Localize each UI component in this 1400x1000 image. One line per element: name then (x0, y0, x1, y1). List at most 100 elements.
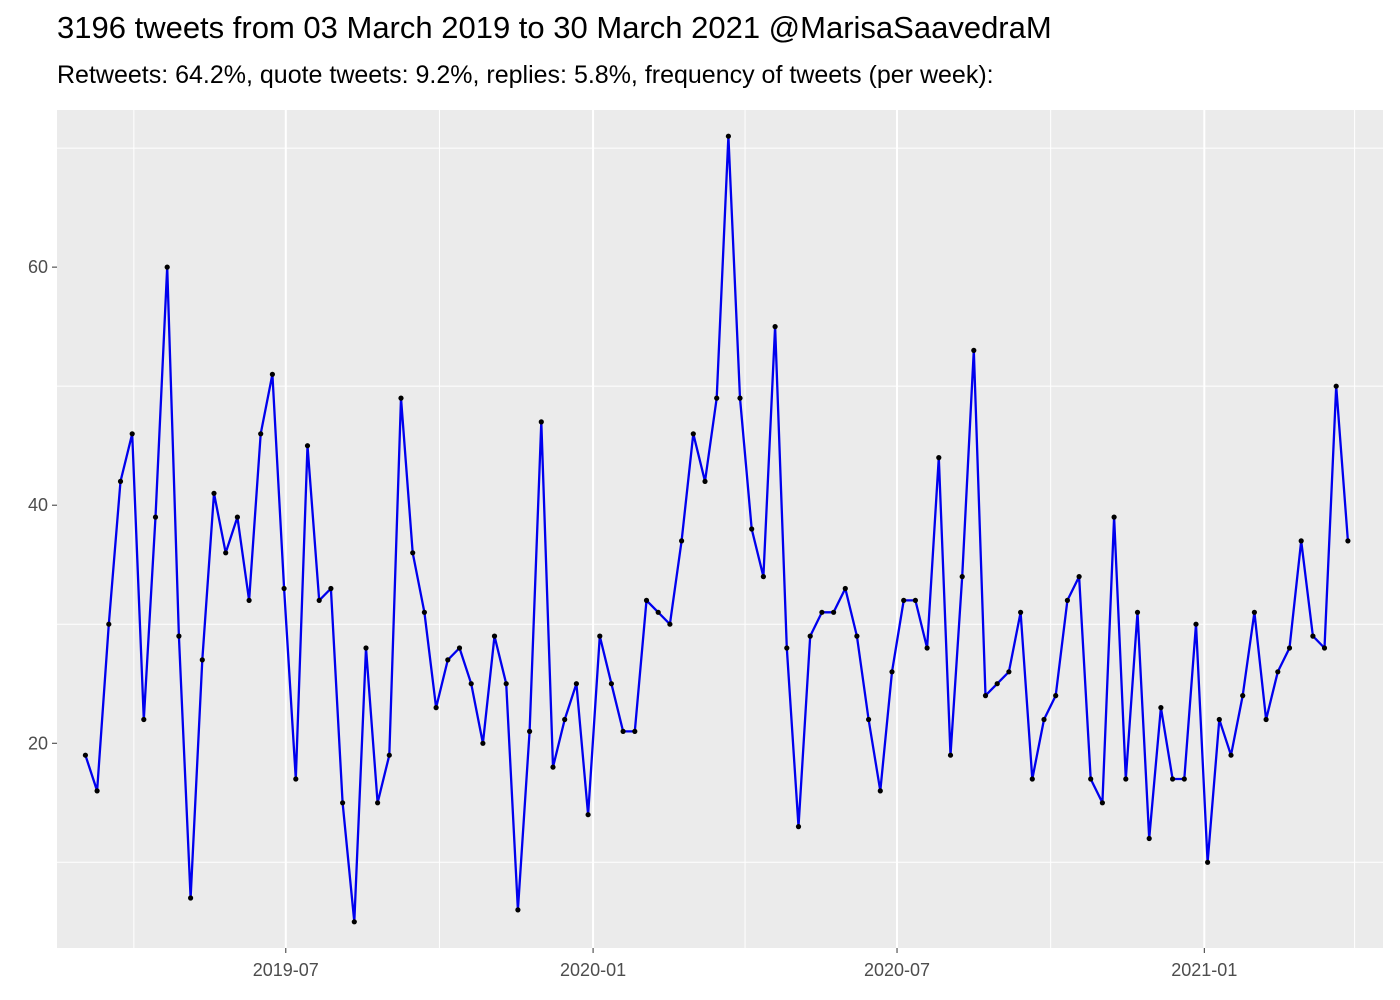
data-point (620, 728, 626, 735)
data-point (1333, 383, 1339, 389)
data-point (491, 633, 498, 639)
data-point (831, 609, 837, 615)
y-tick-label: 60 (28, 257, 48, 277)
data-point (1041, 716, 1047, 723)
data-point (316, 597, 322, 604)
data-point (199, 657, 205, 663)
data-point (1321, 645, 1328, 651)
data-point (866, 716, 872, 723)
data-point (679, 538, 685, 544)
data-point (842, 585, 848, 592)
data-point (176, 633, 182, 639)
data-point (947, 752, 954, 758)
x-tick-label: 2020-01 (560, 960, 626, 980)
data-point (538, 419, 544, 425)
data-point (971, 347, 977, 353)
data-point (141, 716, 147, 723)
x-tick-label: 2019-07 (253, 960, 319, 980)
x-axis-labels: 2019-07 2020-01 2020-07 2021-01 (253, 960, 1238, 980)
data-point (936, 455, 942, 461)
data-point (573, 681, 580, 687)
data-point (445, 657, 451, 663)
data-point (328, 585, 334, 592)
data-point (772, 324, 778, 330)
data-point (749, 526, 755, 532)
data-point (351, 919, 357, 925)
data-point (1193, 621, 1199, 627)
data-point (410, 550, 416, 556)
data-point (386, 752, 392, 758)
data-point (503, 681, 509, 687)
data-point (82, 752, 88, 758)
data-point (1275, 669, 1281, 675)
data-point (480, 740, 486, 746)
data-point (819, 609, 825, 615)
data-point (246, 597, 252, 604)
data-point (1240, 693, 1246, 699)
data-point (877, 788, 883, 794)
data-point (515, 907, 521, 913)
data-point (129, 431, 135, 437)
data-point (258, 431, 264, 437)
data-point (760, 574, 767, 580)
data-point (1298, 538, 1304, 544)
data-point (795, 824, 802, 830)
data-point (737, 395, 743, 401)
data-point (1053, 693, 1059, 699)
axis-ticks (52, 266, 1205, 953)
data-point (164, 264, 170, 270)
data-point (281, 585, 287, 592)
data-point (304, 443, 311, 449)
data-point (655, 609, 661, 615)
data-point (1228, 752, 1234, 758)
data-point (152, 514, 159, 520)
data-point (643, 597, 650, 604)
data-point (1170, 776, 1176, 782)
data-point (608, 681, 615, 687)
data-point (1181, 776, 1187, 782)
minor-gridlines (57, 110, 1383, 948)
data-point (188, 895, 194, 901)
data-point (1064, 597, 1070, 604)
chart-title: 3196 tweets from 03 March 2019 to 30 Mar… (57, 10, 1052, 45)
data-point (234, 514, 240, 520)
data-point (994, 681, 1000, 687)
data-point (1006, 669, 1012, 675)
data-point (1146, 835, 1152, 842)
data-point (702, 478, 708, 484)
data-point (901, 597, 907, 604)
data-point (924, 645, 930, 651)
data-point (807, 633, 813, 639)
data-point (690, 431, 696, 437)
data-point (1111, 514, 1117, 520)
data-point (959, 574, 965, 580)
data-point (1099, 800, 1105, 806)
data-point (117, 478, 124, 484)
data-point (340, 800, 346, 806)
data-point (714, 395, 720, 401)
data-point (1123, 776, 1129, 782)
data-point (1158, 705, 1164, 711)
x-tick-label: 2020-07 (864, 960, 930, 980)
y-tick-label: 40 (28, 495, 48, 515)
data-point (1251, 609, 1257, 615)
data-point (106, 621, 112, 627)
data-point (421, 609, 427, 615)
data-point (269, 371, 275, 377)
data-point (1088, 776, 1094, 782)
data-point (725, 133, 732, 139)
data-point (1018, 609, 1024, 615)
data-point (562, 716, 568, 723)
data-point (585, 812, 591, 818)
data-point (982, 693, 989, 699)
data-point (1345, 538, 1351, 544)
data-point (889, 669, 895, 675)
data-point (632, 728, 638, 735)
data-point (1216, 716, 1222, 723)
data-point (1076, 574, 1082, 580)
data-point (1310, 633, 1316, 639)
data-point (912, 597, 919, 604)
data-point (363, 645, 369, 651)
data-point (597, 633, 603, 639)
data-point (550, 764, 556, 770)
